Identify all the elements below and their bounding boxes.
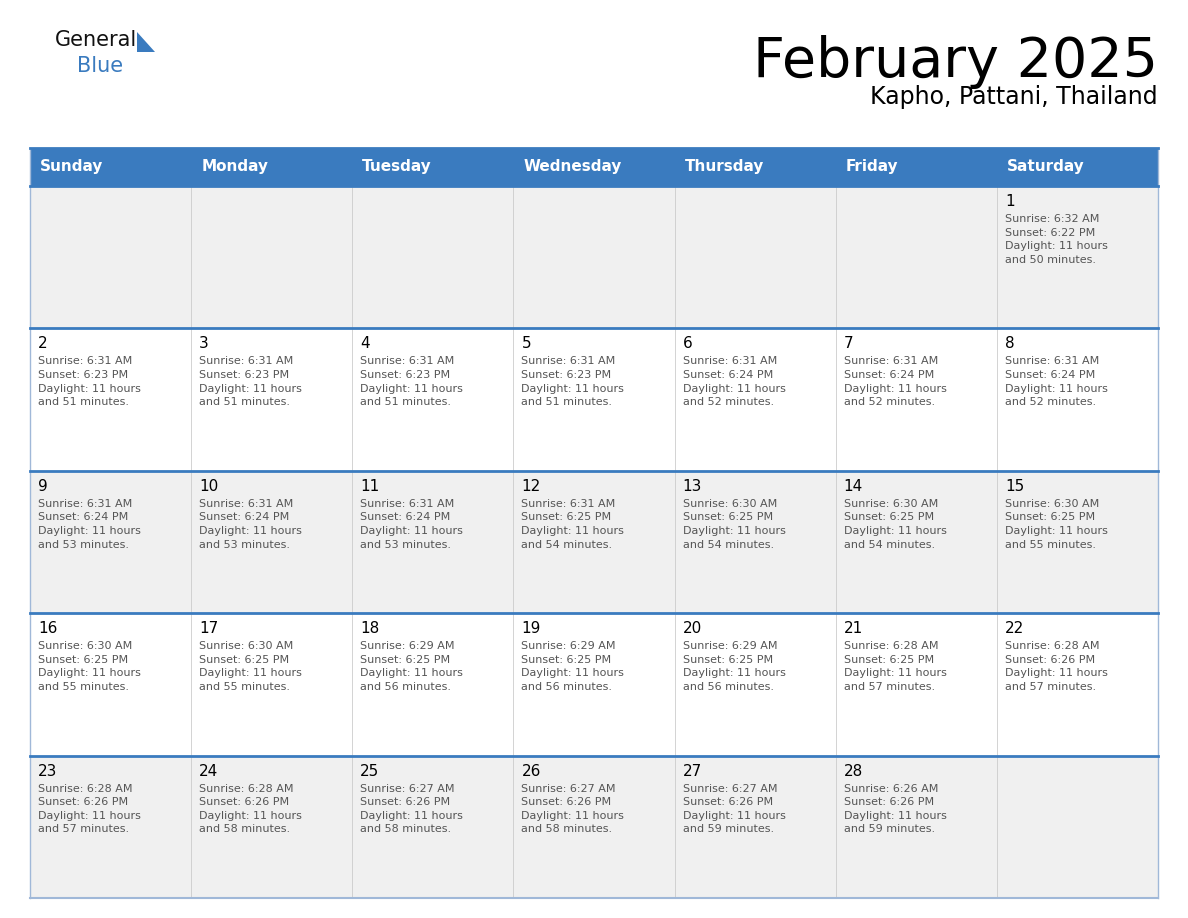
Text: Sunrise: 6:27 AM
Sunset: 6:26 PM
Daylight: 11 hours
and 58 minutes.: Sunrise: 6:27 AM Sunset: 6:26 PM Dayligh… xyxy=(360,784,463,834)
Bar xyxy=(30,148,1158,186)
Bar xyxy=(30,756,1158,898)
Text: Sunrise: 6:29 AM
Sunset: 6:25 PM
Daylight: 11 hours
and 56 minutes.: Sunrise: 6:29 AM Sunset: 6:25 PM Dayligh… xyxy=(360,641,463,692)
Text: Sunrise: 6:27 AM
Sunset: 6:26 PM
Daylight: 11 hours
and 58 minutes.: Sunrise: 6:27 AM Sunset: 6:26 PM Dayligh… xyxy=(522,784,625,834)
Text: 6: 6 xyxy=(683,336,693,352)
Text: Sunrise: 6:31 AM
Sunset: 6:23 PM
Daylight: 11 hours
and 51 minutes.: Sunrise: 6:31 AM Sunset: 6:23 PM Dayligh… xyxy=(38,356,141,408)
Text: 17: 17 xyxy=(200,621,219,636)
Text: 28: 28 xyxy=(843,764,862,778)
Text: 2: 2 xyxy=(38,336,48,352)
Text: Saturday: Saturday xyxy=(1007,160,1085,174)
Text: 10: 10 xyxy=(200,479,219,494)
Text: Wednesday: Wednesday xyxy=(524,160,621,174)
Text: 19: 19 xyxy=(522,621,541,636)
Text: 9: 9 xyxy=(38,479,48,494)
Text: February 2025: February 2025 xyxy=(753,35,1158,89)
Text: 14: 14 xyxy=(843,479,862,494)
Text: Sunrise: 6:31 AM
Sunset: 6:24 PM
Daylight: 11 hours
and 52 minutes.: Sunrise: 6:31 AM Sunset: 6:24 PM Dayligh… xyxy=(843,356,947,408)
Text: Sunrise: 6:28 AM
Sunset: 6:25 PM
Daylight: 11 hours
and 57 minutes.: Sunrise: 6:28 AM Sunset: 6:25 PM Dayligh… xyxy=(843,641,947,692)
Text: 12: 12 xyxy=(522,479,541,494)
Text: 21: 21 xyxy=(843,621,862,636)
Text: 27: 27 xyxy=(683,764,702,778)
Text: Sunrise: 6:30 AM
Sunset: 6:25 PM
Daylight: 11 hours
and 54 minutes.: Sunrise: 6:30 AM Sunset: 6:25 PM Dayligh… xyxy=(683,498,785,550)
Text: Sunrise: 6:26 AM
Sunset: 6:26 PM
Daylight: 11 hours
and 59 minutes.: Sunrise: 6:26 AM Sunset: 6:26 PM Dayligh… xyxy=(843,784,947,834)
Text: 26: 26 xyxy=(522,764,541,778)
Text: Sunrise: 6:31 AM
Sunset: 6:23 PM
Daylight: 11 hours
and 51 minutes.: Sunrise: 6:31 AM Sunset: 6:23 PM Dayligh… xyxy=(200,356,302,408)
Text: Sunrise: 6:28 AM
Sunset: 6:26 PM
Daylight: 11 hours
and 57 minutes.: Sunrise: 6:28 AM Sunset: 6:26 PM Dayligh… xyxy=(1005,641,1107,692)
Text: Tuesday: Tuesday xyxy=(362,160,432,174)
Text: Sunrise: 6:31 AM
Sunset: 6:23 PM
Daylight: 11 hours
and 51 minutes.: Sunrise: 6:31 AM Sunset: 6:23 PM Dayligh… xyxy=(522,356,625,408)
Text: Blue: Blue xyxy=(77,56,124,76)
Text: 11: 11 xyxy=(360,479,379,494)
Text: Friday: Friday xyxy=(846,160,898,174)
Text: 5: 5 xyxy=(522,336,531,352)
Text: 24: 24 xyxy=(200,764,219,778)
Text: 7: 7 xyxy=(843,336,853,352)
Text: Sunrise: 6:31 AM
Sunset: 6:24 PM
Daylight: 11 hours
and 53 minutes.: Sunrise: 6:31 AM Sunset: 6:24 PM Dayligh… xyxy=(38,498,141,550)
Text: Sunrise: 6:30 AM
Sunset: 6:25 PM
Daylight: 11 hours
and 55 minutes.: Sunrise: 6:30 AM Sunset: 6:25 PM Dayligh… xyxy=(200,641,302,692)
Bar xyxy=(30,613,1158,756)
Text: Sunrise: 6:31 AM
Sunset: 6:24 PM
Daylight: 11 hours
and 53 minutes.: Sunrise: 6:31 AM Sunset: 6:24 PM Dayligh… xyxy=(200,498,302,550)
Text: 3: 3 xyxy=(200,336,209,352)
Text: Sunrise: 6:30 AM
Sunset: 6:25 PM
Daylight: 11 hours
and 54 minutes.: Sunrise: 6:30 AM Sunset: 6:25 PM Dayligh… xyxy=(843,498,947,550)
Text: 22: 22 xyxy=(1005,621,1024,636)
Text: Sunrise: 6:30 AM
Sunset: 6:25 PM
Daylight: 11 hours
and 55 minutes.: Sunrise: 6:30 AM Sunset: 6:25 PM Dayligh… xyxy=(1005,498,1107,550)
Text: 23: 23 xyxy=(38,764,57,778)
Text: 8: 8 xyxy=(1005,336,1015,352)
Text: 1: 1 xyxy=(1005,194,1015,209)
Text: Sunrise: 6:27 AM
Sunset: 6:26 PM
Daylight: 11 hours
and 59 minutes.: Sunrise: 6:27 AM Sunset: 6:26 PM Dayligh… xyxy=(683,784,785,834)
Text: Sunday: Sunday xyxy=(40,160,103,174)
Text: Sunrise: 6:31 AM
Sunset: 6:24 PM
Daylight: 11 hours
and 52 minutes.: Sunrise: 6:31 AM Sunset: 6:24 PM Dayligh… xyxy=(1005,356,1107,408)
Text: Sunrise: 6:31 AM
Sunset: 6:24 PM
Daylight: 11 hours
and 53 minutes.: Sunrise: 6:31 AM Sunset: 6:24 PM Dayligh… xyxy=(360,498,463,550)
Text: Sunrise: 6:28 AM
Sunset: 6:26 PM
Daylight: 11 hours
and 58 minutes.: Sunrise: 6:28 AM Sunset: 6:26 PM Dayligh… xyxy=(200,784,302,834)
Text: Monday: Monday xyxy=(201,160,268,174)
Text: Sunrise: 6:29 AM
Sunset: 6:25 PM
Daylight: 11 hours
and 56 minutes.: Sunrise: 6:29 AM Sunset: 6:25 PM Dayligh… xyxy=(522,641,625,692)
Text: Sunrise: 6:31 AM
Sunset: 6:25 PM
Daylight: 11 hours
and 54 minutes.: Sunrise: 6:31 AM Sunset: 6:25 PM Dayligh… xyxy=(522,498,625,550)
Text: Sunrise: 6:30 AM
Sunset: 6:25 PM
Daylight: 11 hours
and 55 minutes.: Sunrise: 6:30 AM Sunset: 6:25 PM Dayligh… xyxy=(38,641,141,692)
Text: 18: 18 xyxy=(360,621,379,636)
Text: 16: 16 xyxy=(38,621,57,636)
Text: 15: 15 xyxy=(1005,479,1024,494)
Text: Thursday: Thursday xyxy=(684,160,764,174)
Text: Sunrise: 6:29 AM
Sunset: 6:25 PM
Daylight: 11 hours
and 56 minutes.: Sunrise: 6:29 AM Sunset: 6:25 PM Dayligh… xyxy=(683,641,785,692)
Text: Sunrise: 6:31 AM
Sunset: 6:24 PM
Daylight: 11 hours
and 52 minutes.: Sunrise: 6:31 AM Sunset: 6:24 PM Dayligh… xyxy=(683,356,785,408)
Bar xyxy=(30,186,1158,329)
Text: 20: 20 xyxy=(683,621,702,636)
Text: Sunrise: 6:32 AM
Sunset: 6:22 PM
Daylight: 11 hours
and 50 minutes.: Sunrise: 6:32 AM Sunset: 6:22 PM Dayligh… xyxy=(1005,214,1107,264)
Polygon shape xyxy=(137,32,154,52)
Text: 25: 25 xyxy=(360,764,379,778)
Bar xyxy=(30,471,1158,613)
Text: Sunrise: 6:31 AM
Sunset: 6:23 PM
Daylight: 11 hours
and 51 minutes.: Sunrise: 6:31 AM Sunset: 6:23 PM Dayligh… xyxy=(360,356,463,408)
Text: General: General xyxy=(55,30,138,50)
Text: Kapho, Pattani, Thailand: Kapho, Pattani, Thailand xyxy=(871,85,1158,109)
Text: 13: 13 xyxy=(683,479,702,494)
Text: Sunrise: 6:28 AM
Sunset: 6:26 PM
Daylight: 11 hours
and 57 minutes.: Sunrise: 6:28 AM Sunset: 6:26 PM Dayligh… xyxy=(38,784,141,834)
Bar xyxy=(30,329,1158,471)
Text: 4: 4 xyxy=(360,336,369,352)
